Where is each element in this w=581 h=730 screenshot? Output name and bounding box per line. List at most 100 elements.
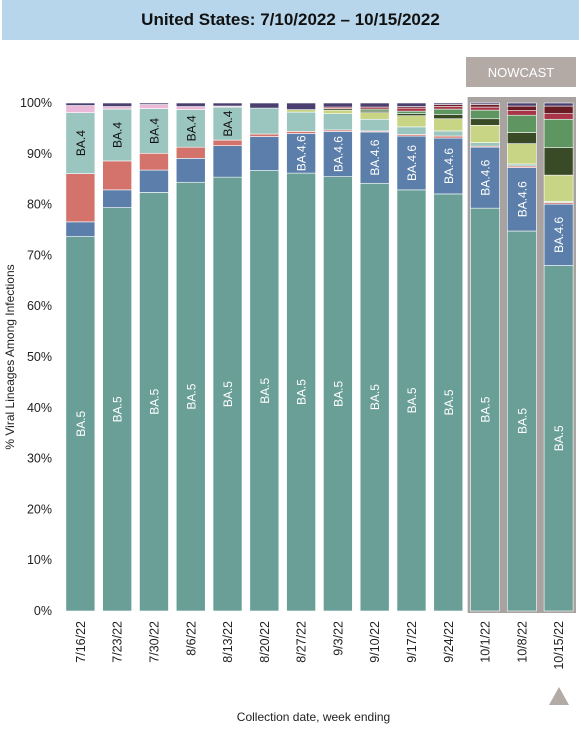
- bar-segment-label: BA.5: [184, 383, 198, 409]
- bar-segment-label: BA.4: [184, 115, 198, 141]
- bar-segment-label: BA.5: [111, 396, 125, 422]
- bar-segment-label: BA.5: [74, 410, 88, 436]
- bar-segment: [433, 137, 464, 195]
- bar-segment: [396, 113, 427, 116]
- bar-segment: [249, 107, 280, 135]
- bar-segment: [65, 236, 96, 612]
- bar-segment-label: BA.5: [331, 380, 345, 406]
- bar-segment: [175, 181, 206, 612]
- bar-segment: [543, 102, 574, 107]
- bar-segment: [65, 173, 96, 223]
- bar-segment: [470, 104, 500, 108]
- bar-segment: [396, 115, 427, 128]
- chart-title: United States: 7/10/2022 – 10/15/2022: [141, 10, 440, 29]
- x-tick-label: 7/16/22: [74, 621, 88, 663]
- bar-segment: [507, 163, 537, 167]
- bar-segment-label: BA.4.6: [368, 139, 382, 175]
- bar-segment: [543, 113, 574, 120]
- bar-segment: [470, 146, 500, 209]
- bar-segment: [396, 102, 427, 107]
- bar-segment: [433, 104, 464, 107]
- bar-segment: [470, 102, 500, 105]
- x-tick-label: 7/30/22: [147, 621, 161, 663]
- bar-segment: [433, 130, 464, 137]
- bar-segment: [396, 110, 427, 114]
- bar-segment: [249, 170, 280, 612]
- bar-segment-label: BA.4.6: [552, 216, 566, 252]
- bar-segment-label: BA.4.6: [331, 136, 345, 172]
- bar-segment: [286, 102, 316, 110]
- y-tick-label: 60%: [27, 299, 52, 313]
- bar-segment: [323, 113, 353, 131]
- y-tick-label: 20%: [27, 502, 52, 516]
- bar-segment: [102, 160, 132, 191]
- y-tick-label: 10%: [27, 553, 52, 567]
- y-tick-label: 70%: [27, 248, 52, 262]
- bar-segment: [359, 106, 390, 110]
- bar-segment: [433, 106, 464, 110]
- x-tick-label: 9/3/22: [331, 621, 345, 656]
- bar-segment: [507, 167, 537, 232]
- bar-segment: [396, 107, 427, 112]
- bar-segment: [212, 145, 243, 178]
- bar-segment-label: BA.4.6: [442, 148, 456, 184]
- bar-segment-label: BA.5: [479, 396, 493, 422]
- y-tick-label: 90%: [27, 147, 52, 161]
- play-triangle-icon[interactable]: [548, 686, 570, 706]
- bar-segment: [102, 102, 132, 107]
- bar-segment: [470, 125, 500, 143]
- nowcast-button[interactable]: NOWCAST: [466, 57, 576, 87]
- bar-segment: [175, 109, 206, 148]
- x-tick-label: 8/13/22: [221, 621, 235, 663]
- bar-segment: [323, 102, 353, 108]
- x-tick-label: 8/20/22: [258, 621, 272, 663]
- bar-segment: [286, 172, 316, 612]
- x-tick-label: 8/27/22: [295, 621, 309, 663]
- bar-segment-label: BA.5: [258, 377, 272, 403]
- x-tick-label: 10/8/22: [515, 621, 529, 663]
- bar-segment-label: BA.5: [552, 425, 566, 451]
- bar-segment-label: BA.5: [405, 387, 419, 413]
- bar-segment-label: BA.4: [221, 110, 235, 136]
- y-tick-label: 40%: [27, 401, 52, 415]
- bar-segment: [139, 104, 169, 109]
- bar-segment: [507, 230, 537, 612]
- bar-segment-label: BA.4.6: [479, 159, 493, 195]
- bar-segment: [359, 108, 390, 112]
- bar-segment: [396, 126, 427, 135]
- bar-segment: [65, 221, 96, 237]
- bar-segment: [507, 110, 537, 116]
- bar-segment: [543, 174, 574, 202]
- bar-segment: [139, 169, 169, 193]
- bar-segment: [139, 152, 169, 171]
- bar-segment: [323, 176, 353, 612]
- bar-segment: [543, 265, 574, 612]
- bar-segment: [543, 105, 574, 114]
- bar-segment: [286, 109, 316, 113]
- bar-segment: [507, 143, 537, 165]
- bar-segment: [433, 193, 464, 612]
- x-axis-label: Collection date, week ending: [237, 710, 390, 724]
- bar-segment: [507, 132, 537, 144]
- bar-segment: [175, 106, 206, 110]
- bar-segment: [286, 111, 316, 132]
- bar-segment: [470, 118, 500, 126]
- x-tick-label: 9/17/22: [405, 621, 419, 663]
- nowcast-label: NOWCAST: [487, 64, 555, 80]
- bar-segment: [102, 106, 132, 110]
- bar-segment: [323, 131, 353, 177]
- bar-segment: [470, 142, 500, 147]
- bar-segment: [175, 146, 206, 159]
- bar-segment: [286, 131, 316, 134]
- bar-segment: [433, 102, 464, 105]
- bar-segment: [175, 102, 206, 107]
- bar-segment: [433, 118, 464, 132]
- bar-segment-label: BA.4.6: [295, 135, 309, 171]
- bar-segment: [543, 203, 574, 266]
- bar-segment: [249, 136, 280, 171]
- y-tick-label: 100%: [20, 96, 52, 110]
- y-tick-label: 30%: [27, 452, 52, 466]
- bar-segment-label: BA.5: [147, 388, 161, 414]
- bar-segment: [470, 207, 500, 612]
